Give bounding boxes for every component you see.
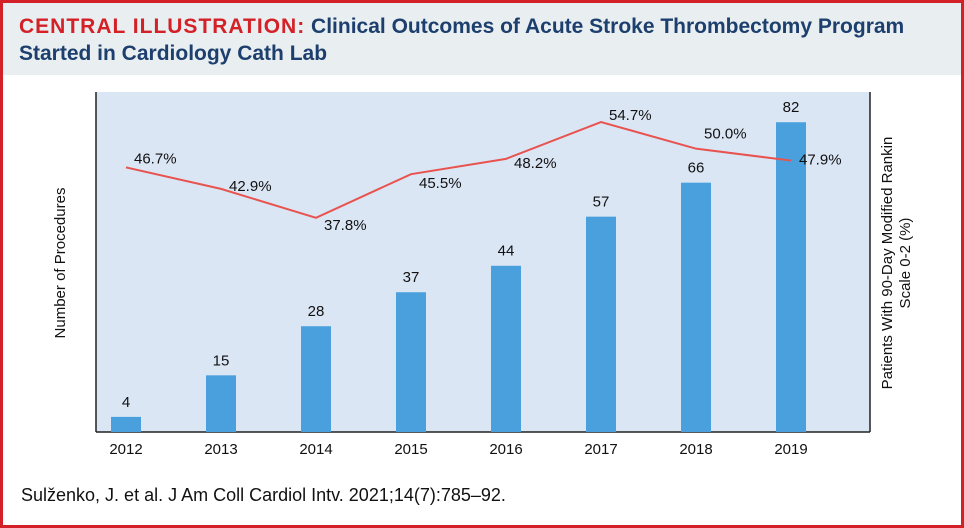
bar-label: 15 <box>213 352 230 369</box>
title-text: Clinical Outcomes of Acute Stroke Thromb… <box>19 15 905 65</box>
bar <box>586 216 616 432</box>
line-label: 47.9% <box>799 152 842 169</box>
bar-label: 57 <box>593 194 610 211</box>
x-tick-label: 2019 <box>774 441 807 458</box>
bar-label: 28 <box>308 303 325 320</box>
y-axis-label: Number of Procedures <box>52 188 69 339</box>
bar-label: 37 <box>403 269 420 286</box>
line-label: 54.7% <box>609 107 652 124</box>
line-label: 42.9% <box>229 178 272 195</box>
header <box>3 3 961 75</box>
chart: Number of Procedures Patients With 90-Day… <box>52 92 914 458</box>
citation: Sulženko, J. et al. J Am Coll Cardiol In… <box>21 485 506 505</box>
x-tick-label: 2012 <box>109 441 142 458</box>
bar-label: 44 <box>498 243 515 260</box>
bar <box>491 265 521 432</box>
bar <box>111 416 141 432</box>
line-label: 45.5% <box>419 175 462 192</box>
x-tick-label: 2013 <box>204 441 237 458</box>
bar <box>396 292 426 432</box>
label: CENTRAL ILLUSTRATION: <box>19 15 306 38</box>
line-label: 50.0% <box>704 126 747 143</box>
line-label: 37.8% <box>324 217 367 234</box>
line-label: 48.2% <box>514 155 557 172</box>
x-tick-label: 2016 <box>489 441 522 458</box>
bar-label: 66 <box>688 160 705 177</box>
y2-axis-label: Patients With 90-Day Modified Rankin <box>879 137 896 390</box>
line <box>125 120 792 219</box>
x-tick-label: 2017 <box>584 441 617 458</box>
bar <box>681 182 711 432</box>
x-tick-label: 2015 <box>394 441 427 458</box>
bar-label: 82 <box>783 99 800 116</box>
x-tick-label: 2018 <box>679 441 712 458</box>
bar <box>206 375 236 432</box>
bar-label: 4 <box>122 394 130 411</box>
bar <box>301 326 331 432</box>
bar <box>776 122 806 432</box>
y2-axis-label: Scale 0-2 (%) <box>897 218 914 309</box>
line-label: 46.7% <box>134 150 177 167</box>
title: CENTRAL ILLUSTRATION: Clinical Outcomes … <box>19 13 949 67</box>
x-tick-label: 2014 <box>299 441 332 458</box>
